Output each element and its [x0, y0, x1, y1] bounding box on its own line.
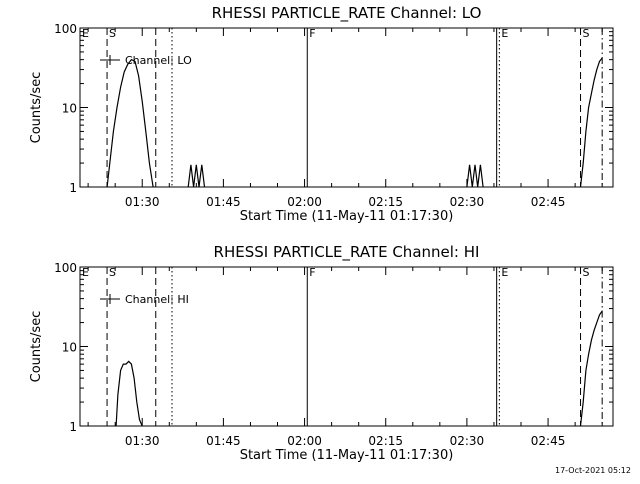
- x-tick-label: 01:45: [206, 434, 241, 448]
- x-tick-label: 01:30: [125, 434, 160, 448]
- x-axis-label: Start Time (11-May-11 01:17:30): [240, 448, 454, 463]
- event-marker-label: S: [109, 27, 116, 40]
- chart-title: RHESSI PARTICLE_RATE Channel: HI: [214, 243, 480, 262]
- event-marker-label: E: [82, 266, 89, 279]
- legend-label: Channel: HI: [125, 293, 189, 306]
- x-tick-label: 01:45: [206, 195, 241, 209]
- chart-panel-hi: RHESSI PARTICLE_RATE Channel: HI 1 10 100 01…: [29, 243, 614, 463]
- series-line: [115, 360, 143, 426]
- event-marker-label: E: [501, 27, 508, 40]
- plot-frame: [79, 266, 614, 427]
- x-tick-label: 02:45: [531, 434, 566, 448]
- x-tick-label: 01:30: [125, 195, 160, 209]
- series-line: [579, 57, 603, 187]
- event-marker-label: S: [583, 27, 590, 40]
- event-marker-label: F: [309, 266, 315, 279]
- x-tick-label: 02:15: [368, 434, 403, 448]
- footer-timestamp: 17-Oct-2021 05:12: [555, 466, 631, 475]
- event-marker-label: F: [309, 27, 315, 40]
- event-marker-label: E: [501, 266, 508, 279]
- series-line: [106, 58, 154, 187]
- plot-frame: [79, 27, 614, 188]
- x-tick-label: 02:00: [287, 195, 322, 209]
- y-tick-label: 100: [54, 261, 77, 275]
- x-tick-label: 02:00: [287, 434, 322, 448]
- y-tick-label: 10: [62, 341, 77, 355]
- y-axis-label: Counts/sec: [29, 72, 44, 144]
- y-tick-label: 100: [54, 22, 77, 36]
- series-line: [579, 310, 603, 426]
- x-tick-label: 02:30: [450, 434, 485, 448]
- y-tick-label: 10: [62, 102, 77, 116]
- x-tick-label: 02:15: [368, 195, 403, 209]
- legend-label: Channel: LO: [125, 54, 192, 67]
- event-marker-label: S: [109, 266, 116, 279]
- chart-panel-lo: RHESSI PARTICLE_RATE Channel: LO 1 10 100 01…: [29, 4, 614, 224]
- series-line: [466, 164, 484, 187]
- event-marker-label: S: [583, 266, 590, 279]
- x-tick-label: 02:30: [450, 195, 485, 209]
- y-tick-label: 1: [69, 420, 77, 434]
- event-marker-label: E: [82, 27, 89, 40]
- y-axis-label: Counts/sec: [29, 311, 44, 383]
- y-tick-label: 1: [69, 181, 77, 195]
- series-line: [187, 164, 206, 187]
- x-tick-label: 02:45: [531, 195, 566, 209]
- chart-title: RHESSI PARTICLE_RATE Channel: LO: [212, 4, 482, 23]
- x-axis-label: Start Time (11-May-11 01:17:30): [240, 209, 454, 224]
